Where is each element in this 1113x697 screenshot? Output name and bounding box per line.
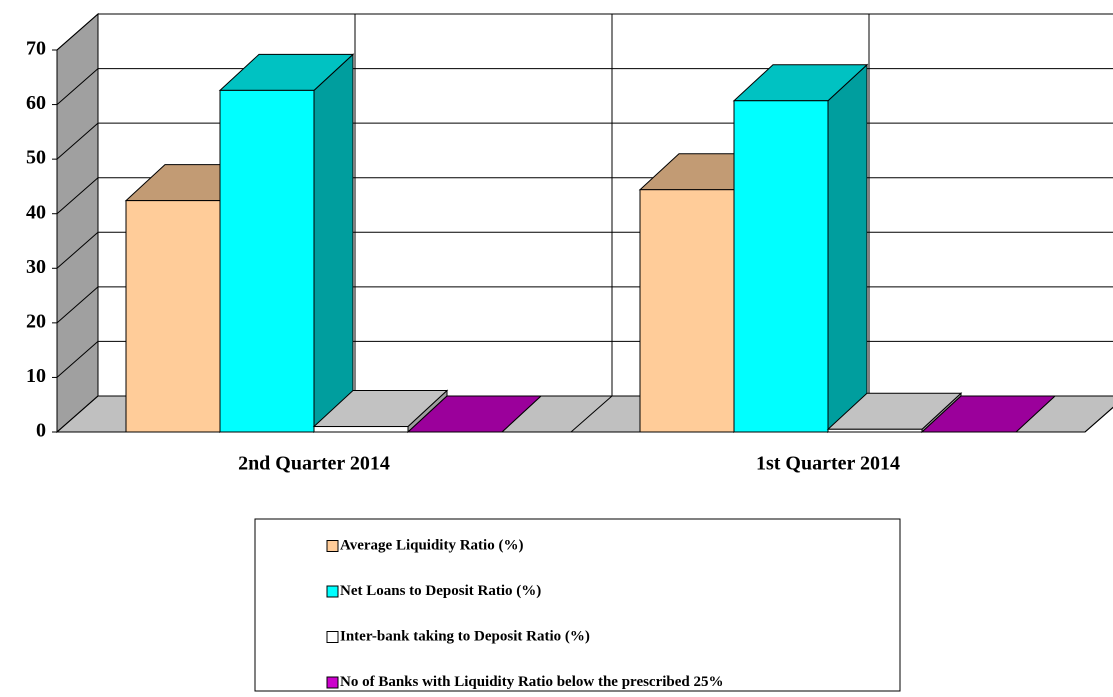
y-tick-label: 50 bbox=[26, 147, 46, 169]
y-tick-label: 40 bbox=[26, 201, 46, 223]
bar bbox=[733, 100, 829, 433]
y-tick-label: 70 bbox=[26, 38, 46, 60]
bar bbox=[639, 189, 735, 433]
y-tick-label: 0 bbox=[36, 420, 46, 442]
floor-divider bbox=[1084, 406, 1113, 433]
bar-side bbox=[827, 63, 868, 434]
y-tick-label: 10 bbox=[26, 365, 46, 387]
legend-swatch bbox=[326, 585, 339, 598]
legend-label: Net Loans to Deposit Ratio (%) bbox=[340, 583, 541, 599]
bar bbox=[313, 426, 409, 433]
floor-divider bbox=[570, 395, 613, 433]
x-tick-label: 2nd Quarter 2014 bbox=[238, 453, 390, 475]
y-tick-label: 30 bbox=[26, 256, 46, 278]
legend-swatch bbox=[326, 540, 339, 552]
x-tick-label: 1st Quarter 2014 bbox=[756, 453, 900, 475]
legend-label: Average Liquidity Ratio (%) bbox=[340, 537, 523, 553]
legend-swatch bbox=[326, 631, 339, 643]
bar bbox=[827, 428, 923, 433]
left-wall bbox=[56, 12, 99, 434]
y-tick-label: 20 bbox=[26, 310, 46, 332]
y-tick-label: 60 bbox=[26, 92, 46, 114]
legend-label: Inter-bank taking to Deposit Ratio (%) bbox=[340, 628, 590, 644]
bar bbox=[125, 200, 221, 433]
legend-label: No of Banks with Liquidity Ratio below t… bbox=[340, 674, 724, 690]
bar bbox=[219, 89, 315, 433]
bar-top bbox=[406, 395, 543, 433]
legend-swatch bbox=[326, 676, 339, 689]
legend-box bbox=[254, 518, 901, 692]
bar-side bbox=[313, 53, 354, 434]
grid-line bbox=[56, 13, 1113, 51]
bar-top bbox=[920, 395, 1057, 433]
